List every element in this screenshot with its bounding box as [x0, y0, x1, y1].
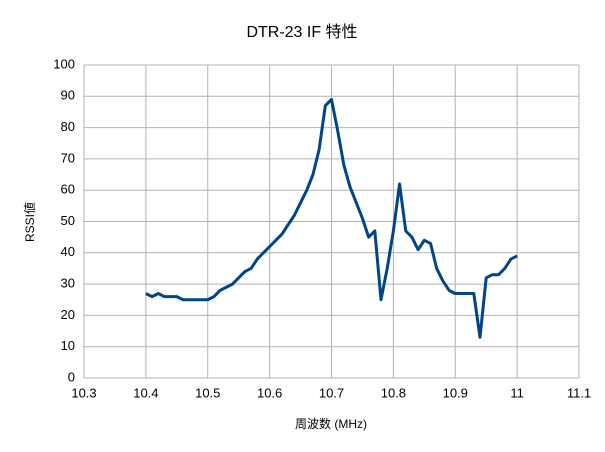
y-axis-label: RSSI値 [22, 202, 37, 242]
y-tick-label: 80 [61, 119, 75, 134]
y-tick-label: 100 [53, 56, 75, 71]
x-tick-label: 10.9 [443, 385, 468, 400]
y-tick-label: 90 [61, 88, 75, 103]
x-tick-label: 10.8 [381, 385, 406, 400]
y-tick-label: 30 [61, 276, 75, 291]
x-tick-label: 10.6 [257, 385, 282, 400]
x-tick-label: 10.7 [319, 385, 344, 400]
x-tick-label: 10.4 [133, 385, 158, 400]
x-tick-label: 10.5 [195, 385, 220, 400]
y-tick-label: 50 [61, 213, 75, 228]
y-tick-label: 10 [61, 338, 75, 353]
y-tick-label: 0 [68, 369, 75, 384]
x-tick-label: 11.1 [567, 385, 591, 400]
y-tick-label: 70 [61, 150, 75, 165]
data-line [145, 97, 518, 339]
x-tick-label: 10.3 [71, 385, 96, 400]
x-tick-label: 11 [510, 385, 524, 400]
chart-title: DTR-23 IF 特性 [246, 23, 357, 41]
y-tick-label: 40 [61, 244, 75, 259]
y-tick-label: 20 [61, 307, 75, 322]
y-tick-label: 60 [61, 182, 75, 197]
x-axis-label: 周波数 (MHz) [295, 416, 367, 431]
